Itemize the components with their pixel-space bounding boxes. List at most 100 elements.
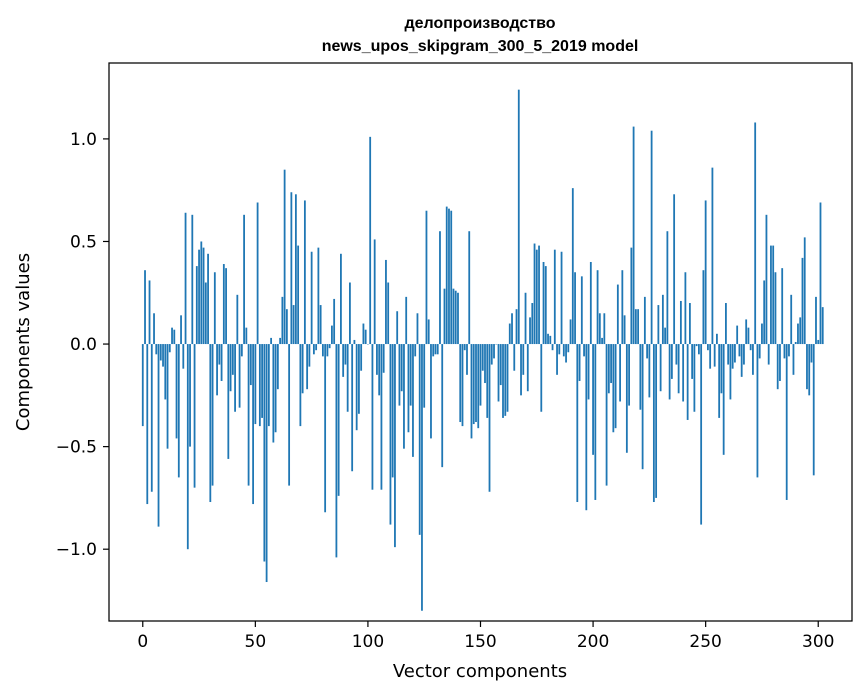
bar-185 <box>558 344 560 354</box>
bar-275 <box>761 324 763 345</box>
bar-117 <box>405 297 407 344</box>
bar-119 <box>410 344 412 406</box>
bar-192 <box>574 272 576 344</box>
bar-79 <box>320 305 322 344</box>
bar-168 <box>520 344 522 395</box>
bar-155 <box>491 344 493 365</box>
bar-146 <box>471 344 473 438</box>
bar-141 <box>459 344 461 422</box>
bar-43 <box>239 344 241 408</box>
bar-104 <box>376 344 378 375</box>
bar-265 <box>739 344 741 356</box>
y-axis-label: Components values <box>13 253 34 431</box>
bar-262 <box>732 344 734 369</box>
bar-68 <box>295 194 297 344</box>
bar-286 <box>786 344 788 500</box>
bar-218 <box>633 127 635 344</box>
bar-51 <box>257 203 259 345</box>
bar-96 <box>358 344 360 414</box>
bar-90 <box>345 344 347 365</box>
bar-112 <box>394 344 396 547</box>
bar-24 <box>196 266 198 344</box>
bar-60 <box>277 344 279 389</box>
bar-82 <box>327 344 329 356</box>
bar-162 <box>507 344 509 412</box>
bar-83 <box>329 344 331 348</box>
bar-33 <box>216 344 218 395</box>
bar-56 <box>268 344 270 426</box>
bar-213 <box>621 270 623 344</box>
bar-17 <box>180 315 182 344</box>
bar-92 <box>349 283 351 345</box>
y-tick-label: −1.0 <box>56 540 97 560</box>
bar-287 <box>788 344 790 356</box>
bar-57 <box>270 338 272 344</box>
bar-147 <box>473 344 475 424</box>
bar-188 <box>565 344 567 362</box>
bar-264 <box>736 326 738 344</box>
bar-158 <box>498 344 500 401</box>
bar-93 <box>351 344 353 471</box>
bar-160 <box>502 344 504 418</box>
bar-270 <box>750 344 752 350</box>
bar-194 <box>579 344 581 381</box>
bar-222 <box>642 344 644 469</box>
bar-233 <box>666 231 668 344</box>
bar-105 <box>378 344 380 395</box>
bar-77 <box>315 344 317 350</box>
bar-48 <box>250 344 252 385</box>
chart-title-line1: делопроизводство <box>404 15 555 32</box>
bar-98 <box>363 324 365 345</box>
bar-291 <box>797 324 799 345</box>
bar-15 <box>176 344 178 438</box>
bar-127 <box>428 319 430 344</box>
bar-236 <box>673 194 675 344</box>
bar-212 <box>619 344 621 401</box>
bar-239 <box>680 301 682 344</box>
bar-21 <box>189 344 191 447</box>
bar-124 <box>421 344 423 611</box>
bar-34 <box>218 344 220 365</box>
bar-133 <box>441 344 443 467</box>
bar-91 <box>347 344 349 412</box>
bar-240 <box>682 344 684 401</box>
bar-45 <box>243 215 245 344</box>
bar-6 <box>155 344 157 354</box>
bar-179 <box>545 266 547 344</box>
bar-38 <box>227 344 229 459</box>
bar-76 <box>313 344 315 354</box>
bar-225 <box>648 344 650 397</box>
bar-139 <box>455 291 457 344</box>
bar-102 <box>372 344 374 490</box>
bar-279 <box>770 246 772 344</box>
bar-65 <box>288 344 290 486</box>
bar-29 <box>207 254 209 344</box>
bar-295 <box>806 344 808 389</box>
bar-176 <box>538 246 540 344</box>
bar-130 <box>435 344 437 354</box>
bar-35 <box>221 344 223 381</box>
bar-177 <box>540 344 542 412</box>
bar-182 <box>552 344 554 350</box>
bar-248 <box>700 344 702 525</box>
bar-298 <box>813 344 815 475</box>
bar-109 <box>387 283 389 345</box>
bar-32 <box>214 272 216 344</box>
bar-294 <box>804 237 806 344</box>
bar-64 <box>286 309 288 344</box>
bar-89 <box>342 344 344 377</box>
bar-142 <box>462 344 464 426</box>
bar-219 <box>635 309 637 344</box>
bar-9 <box>162 344 164 367</box>
bar-189 <box>567 344 569 352</box>
bar-67 <box>293 305 295 344</box>
bar-39 <box>230 344 232 391</box>
bar-197 <box>585 344 587 510</box>
bar-281 <box>775 272 777 344</box>
bar-23 <box>194 344 196 488</box>
bar-25 <box>198 250 200 344</box>
bar-149 <box>477 344 479 428</box>
bar-263 <box>734 344 736 362</box>
bar-61 <box>279 338 281 344</box>
bar-250 <box>705 200 707 344</box>
